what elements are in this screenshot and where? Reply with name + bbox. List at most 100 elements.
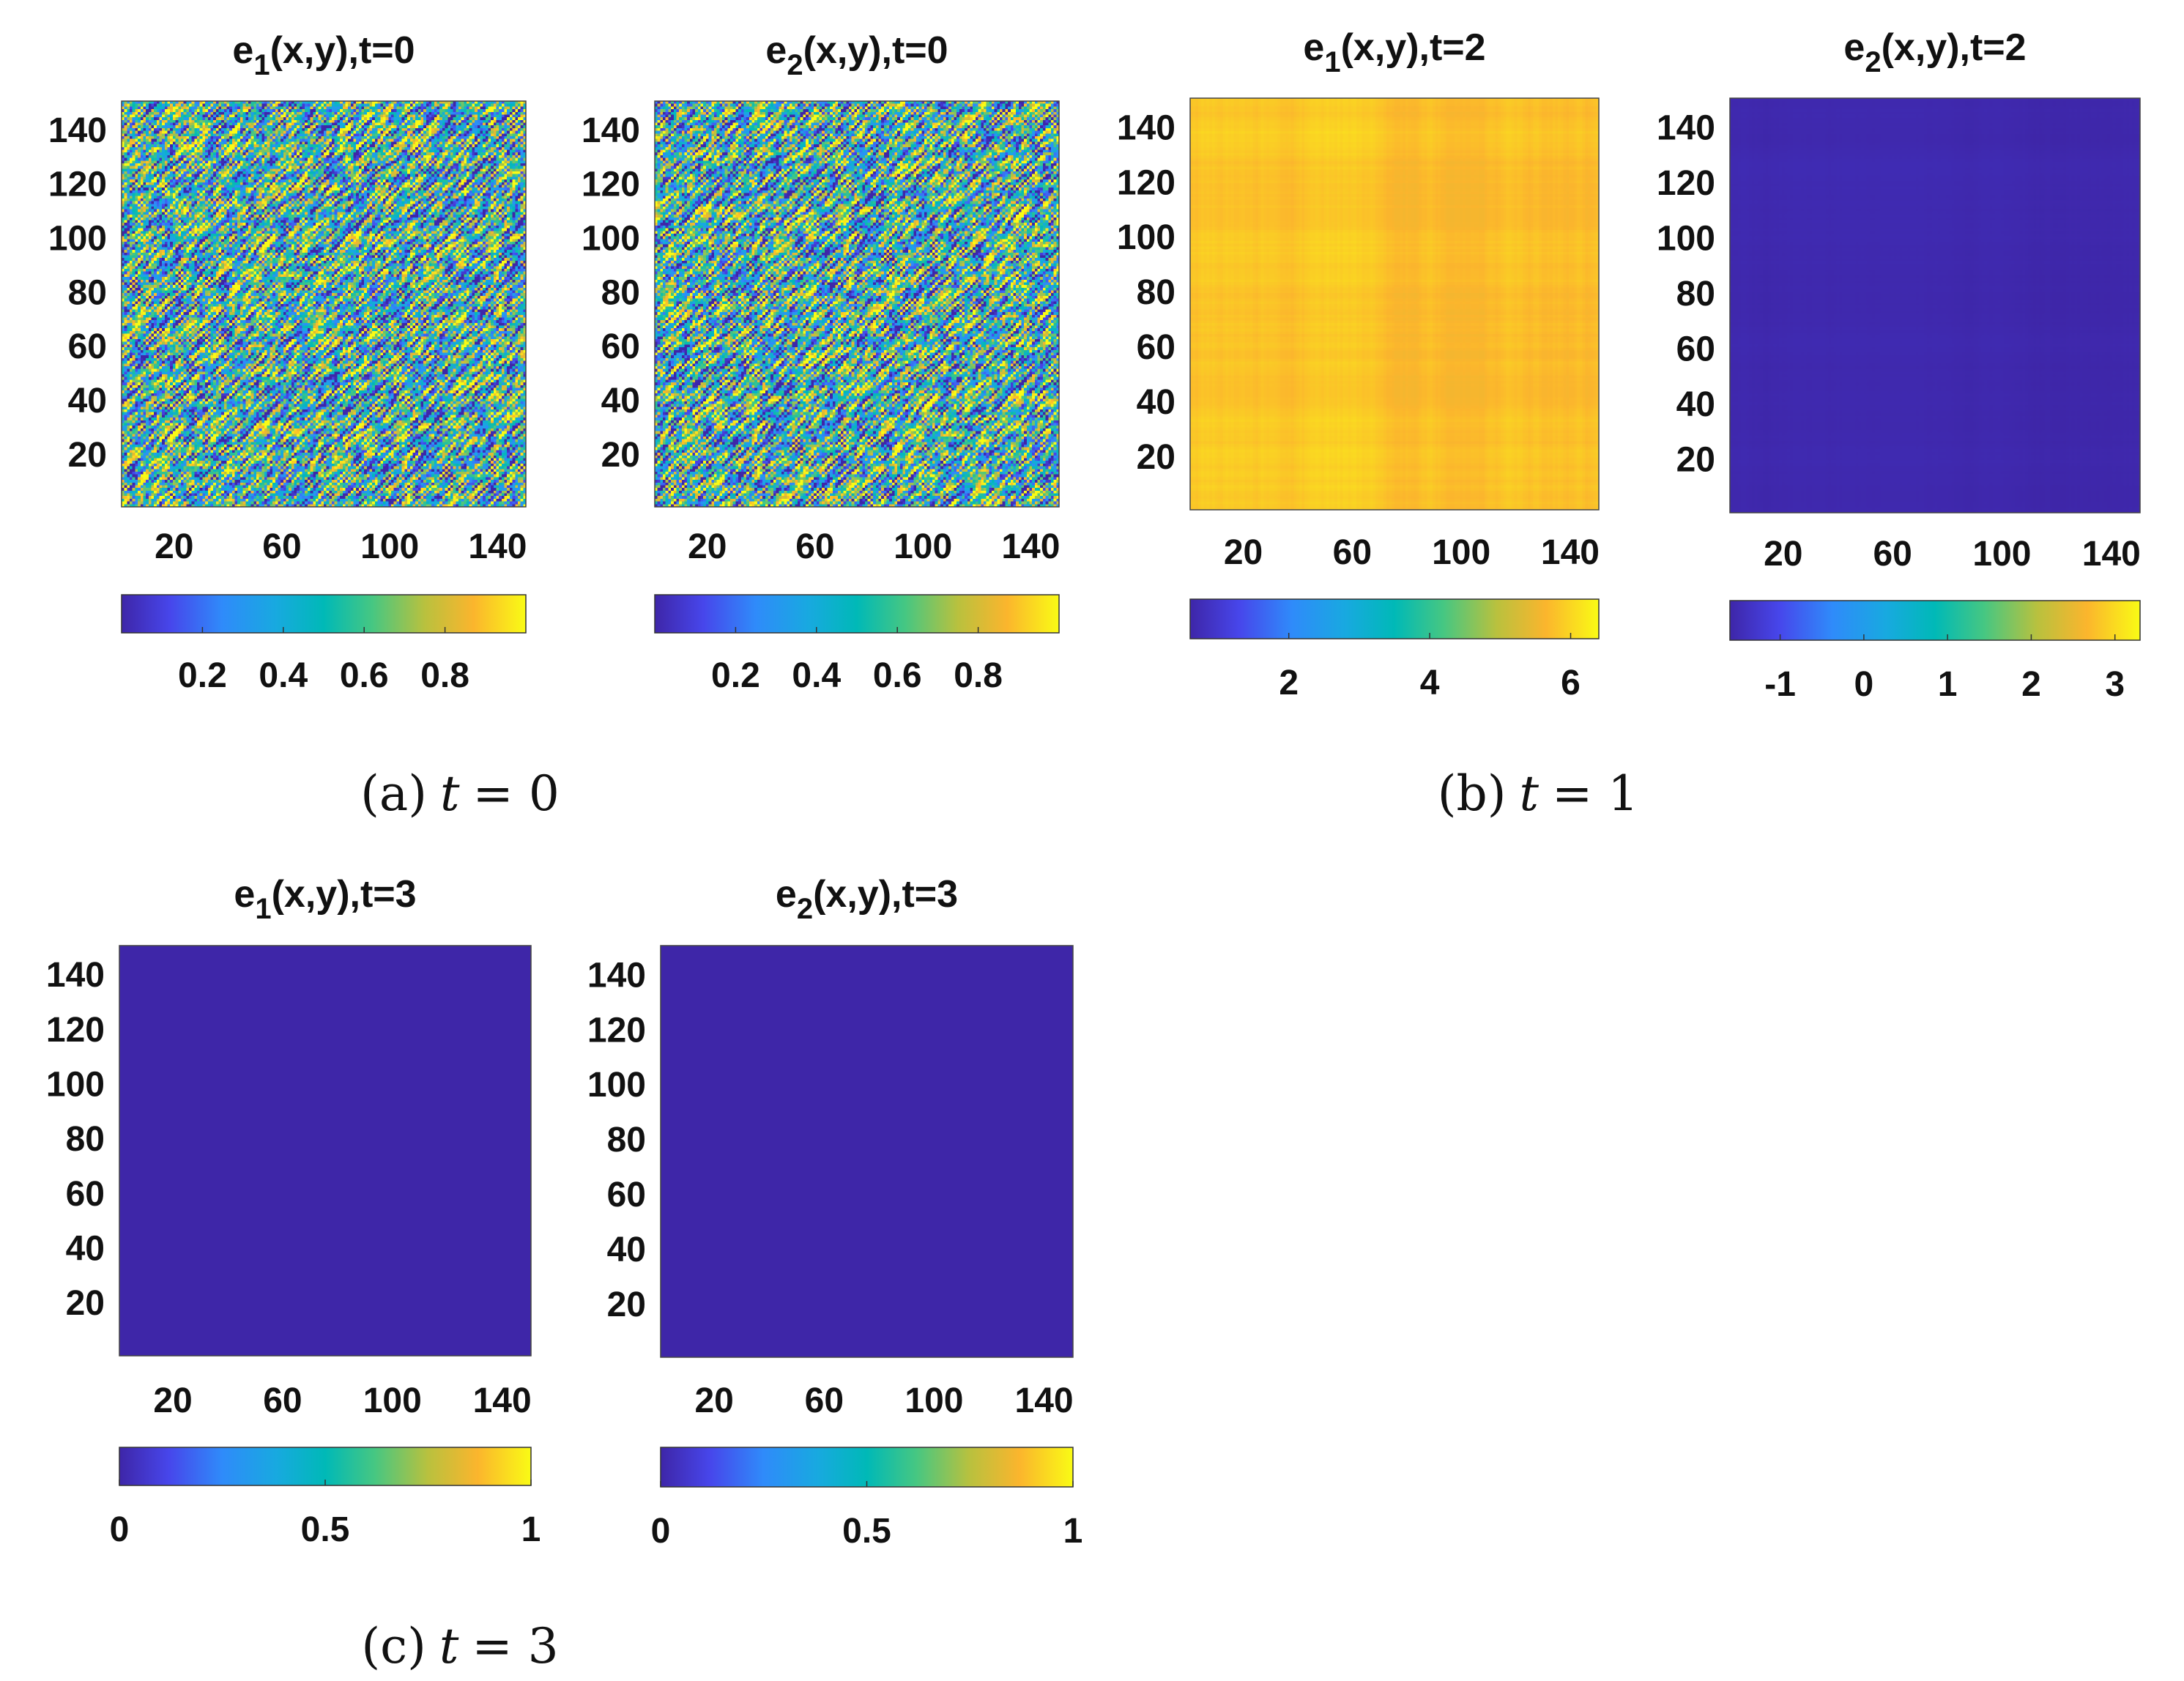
colorbar-tick-label: 0.4 — [792, 656, 841, 695]
y-tick-label: 80 — [68, 273, 107, 312]
x-tick-label: 100 — [363, 1381, 422, 1420]
x-tick-label: 100 — [905, 1381, 963, 1420]
y-tick-label: 40 — [1137, 383, 1175, 422]
heatmap-image — [655, 101, 1059, 507]
colorbar-tick-label: 0.5 — [301, 1510, 350, 1549]
y-tick-label: 40 — [66, 1230, 105, 1269]
y-tick-label: 140 — [48, 111, 107, 150]
title-subscript: 1 — [255, 893, 271, 925]
y-tick-label: 60 — [1676, 330, 1715, 368]
panel-c2: e2(x,y),t=3 20 60 100 140 20 40 60 80 100 120 140 0 0… — [587, 873, 1082, 1551]
x-tick-label: 140 — [468, 527, 527, 566]
colorbar-tick-label: 0.6 — [873, 656, 922, 695]
y-tick-label: 40 — [607, 1231, 646, 1269]
x-tick-label: 100 — [1972, 535, 2031, 574]
x-tick-label: 100 — [894, 527, 952, 566]
title-var: e — [1843, 26, 1865, 69]
subfigure-caption: (b) t = 1 — [1438, 765, 1639, 822]
colorbar-tick-label: 2 — [2021, 665, 2041, 704]
x-tick-label: 20 — [153, 1381, 192, 1420]
x-tick-label: 60 — [263, 1381, 302, 1420]
y-tick-label: 100 — [48, 220, 107, 259]
y-tick-label: 60 — [66, 1175, 105, 1214]
colorbar-tick-label: 0.8 — [954, 656, 1003, 695]
colorbar-tick-label: 1 — [1063, 1512, 1083, 1551]
title-var: e — [765, 29, 787, 72]
y-tick-label: 100 — [46, 1066, 105, 1105]
title-var: e — [234, 873, 255, 916]
y-tick-label: 40 — [68, 382, 107, 420]
y-tick-label: 120 — [1657, 164, 1715, 203]
colorbar — [660, 1447, 1074, 1488]
heatmap-image — [1730, 98, 2140, 513]
caption-variable: t — [1519, 765, 1539, 822]
y-tick-label: 120 — [48, 166, 107, 204]
x-tick-label: 140 — [1541, 533, 1600, 572]
y-tick-label: 140 — [1657, 109, 1715, 148]
x-tick-label: 140 — [2082, 535, 2141, 574]
y-tick-label: 60 — [1137, 328, 1175, 367]
colorbar-tick-label: 0.5 — [842, 1512, 891, 1551]
x-tick-label: 60 — [1873, 535, 1912, 574]
axes-frame — [121, 100, 527, 508]
caption-value: = 1 — [1552, 765, 1638, 822]
colorbar-tick-label: -1 — [1764, 665, 1796, 704]
heatmap-image — [661, 946, 1073, 1357]
title-subscript: 2 — [797, 893, 813, 925]
colorbar-tick-label: 0.2 — [711, 656, 760, 695]
x-tick-label: 60 — [805, 1381, 844, 1420]
colorbar-tick-label: 0 — [110, 1510, 130, 1549]
y-tick-label: 140 — [587, 956, 646, 995]
heatmap-image — [122, 101, 526, 507]
caption-value: = 0 — [473, 765, 560, 822]
colorbar — [1189, 598, 1600, 639]
panel-b2: e2(x,y),t=220 60 100 14020406080100120140-1… — [1657, 26, 2141, 704]
y-tick-label: 20 — [601, 436, 640, 475]
caption-variable: t — [440, 765, 460, 822]
y-tick-label: 100 — [1657, 220, 1715, 259]
y-tick-label: 120 — [587, 1011, 646, 1050]
panel-a1: e1(x,y),t=0 20 60 100 140 20 40 60 80 100 120 140 0.… — [48, 29, 527, 695]
y-tick-label: 120 — [1117, 163, 1175, 202]
panel-title: e2(x,y),t=2 — [1843, 26, 2026, 78]
panel-a2: e2(x,y),t=0 20 60 100 140 20 40 60 80 100 120 140 0.… — [582, 29, 1061, 695]
title-subscript: 1 — [1324, 46, 1340, 78]
y-tick-label: 20 — [1676, 440, 1715, 479]
x-tick-label: 20 — [1764, 535, 1802, 574]
colorbar-tick-label: 0 — [1854, 665, 1874, 704]
colorbar-tick-label: 2 — [1279, 664, 1299, 702]
y-tick-label: 60 — [68, 327, 107, 366]
y-tick-label: 100 — [1117, 218, 1175, 257]
caption-letter: (c) — [361, 1618, 426, 1674]
panel-title: e2(x,y),t=0 — [765, 29, 948, 81]
y-tick-label: 20 — [607, 1285, 646, 1324]
y-tick-label: 120 — [582, 166, 640, 204]
colorbar-tick-label: 6 — [1561, 664, 1581, 702]
colorbar-tick-label: 0.4 — [259, 656, 308, 695]
colorbar — [654, 594, 1060, 634]
y-tick-label: 40 — [1676, 385, 1715, 424]
y-tick-label: 80 — [601, 273, 640, 312]
title-rest: (x,y),t=3 — [813, 873, 958, 916]
colorbar-tick-label: 1 — [521, 1510, 541, 1549]
axes-frame — [660, 945, 1074, 1358]
heatmap-image — [1190, 98, 1599, 510]
y-tick-label: 20 — [68, 436, 107, 475]
panels: e1(x,y),t=020 60 100 140204060801001201400.… — [46, 26, 2141, 1551]
x-tick-label: 20 — [694, 1381, 733, 1420]
y-tick-label: 80 — [607, 1121, 646, 1159]
colorbar-tick-label: 1 — [1938, 665, 1958, 704]
colorbar — [1729, 600, 2141, 641]
y-tick-label: 60 — [607, 1176, 646, 1214]
x-tick-label: 60 — [795, 527, 834, 566]
y-tick-label: 20 — [1137, 438, 1175, 477]
x-tick-label: 100 — [1432, 533, 1490, 572]
colorbar-tick-label: 0 — [651, 1512, 671, 1551]
title-var: e — [232, 29, 253, 72]
panel-b1: e1(x,y),t=2 20 60 100 140 20 40 60 80 100 120 140 2 4… — [1117, 26, 1600, 702]
x-tick-label: 20 — [155, 527, 193, 566]
axes-frame — [1729, 97, 2141, 513]
x-tick-label: 20 — [688, 527, 727, 566]
